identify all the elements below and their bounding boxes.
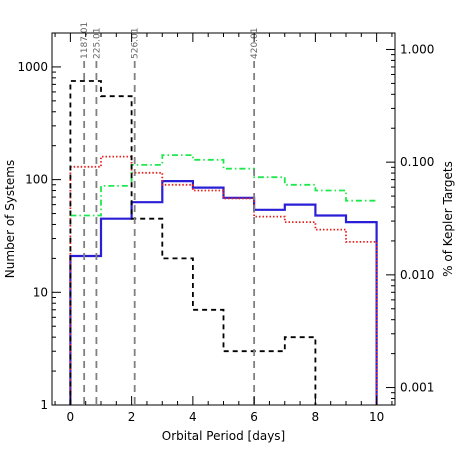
series-line-solid (69, 180, 378, 405)
y-axis-title: Number of Systems (3, 160, 17, 278)
plot-lines (69, 80, 378, 405)
vertical-marker-label: 526.01 (131, 28, 141, 60)
vertical-marker-lines: 1187.01 225.01 526.01 420.01 (80, 22, 260, 405)
x-tick-label: 6 (250, 410, 258, 424)
vertical-marker-label: 1187.01 (80, 22, 90, 59)
x-axis-title: Orbital Period [days] (162, 429, 285, 443)
y-right-tick-label: 0.010 (400, 268, 434, 282)
series-line-dashdot (70, 154, 377, 217)
x-tick-label: 4 (189, 410, 197, 424)
y-tick-label: 10 (33, 285, 48, 299)
y-right-tick-label: 0.100 (400, 155, 434, 169)
x-tick-label: 8 (312, 410, 320, 424)
vertical-marker-label: 420.01 (250, 28, 260, 60)
x-tick-label: 0 (67, 410, 75, 424)
y-right-tick-label: 1.000 (400, 42, 434, 56)
vertical-marker-label: 225.01 (92, 28, 102, 60)
x-tick-label: 10 (369, 410, 384, 424)
series-line-dotted (69, 155, 378, 405)
y-tick-label: 100 (25, 173, 48, 187)
y-axis-right-title: % of Kepler Targets (441, 161, 455, 277)
series-line-dashed (69, 80, 317, 405)
axis-ticks: 0 2 4 6 8 10 1 10 100 1000 0.001 0.010 0.100 1.000 (17, 32, 434, 424)
y-right-tick-label: 0.001 (400, 381, 434, 395)
y-tick-label: 1000 (17, 60, 48, 74)
y-tick-label: 1 (40, 398, 48, 412)
x-tick-label: 2 (128, 410, 136, 424)
